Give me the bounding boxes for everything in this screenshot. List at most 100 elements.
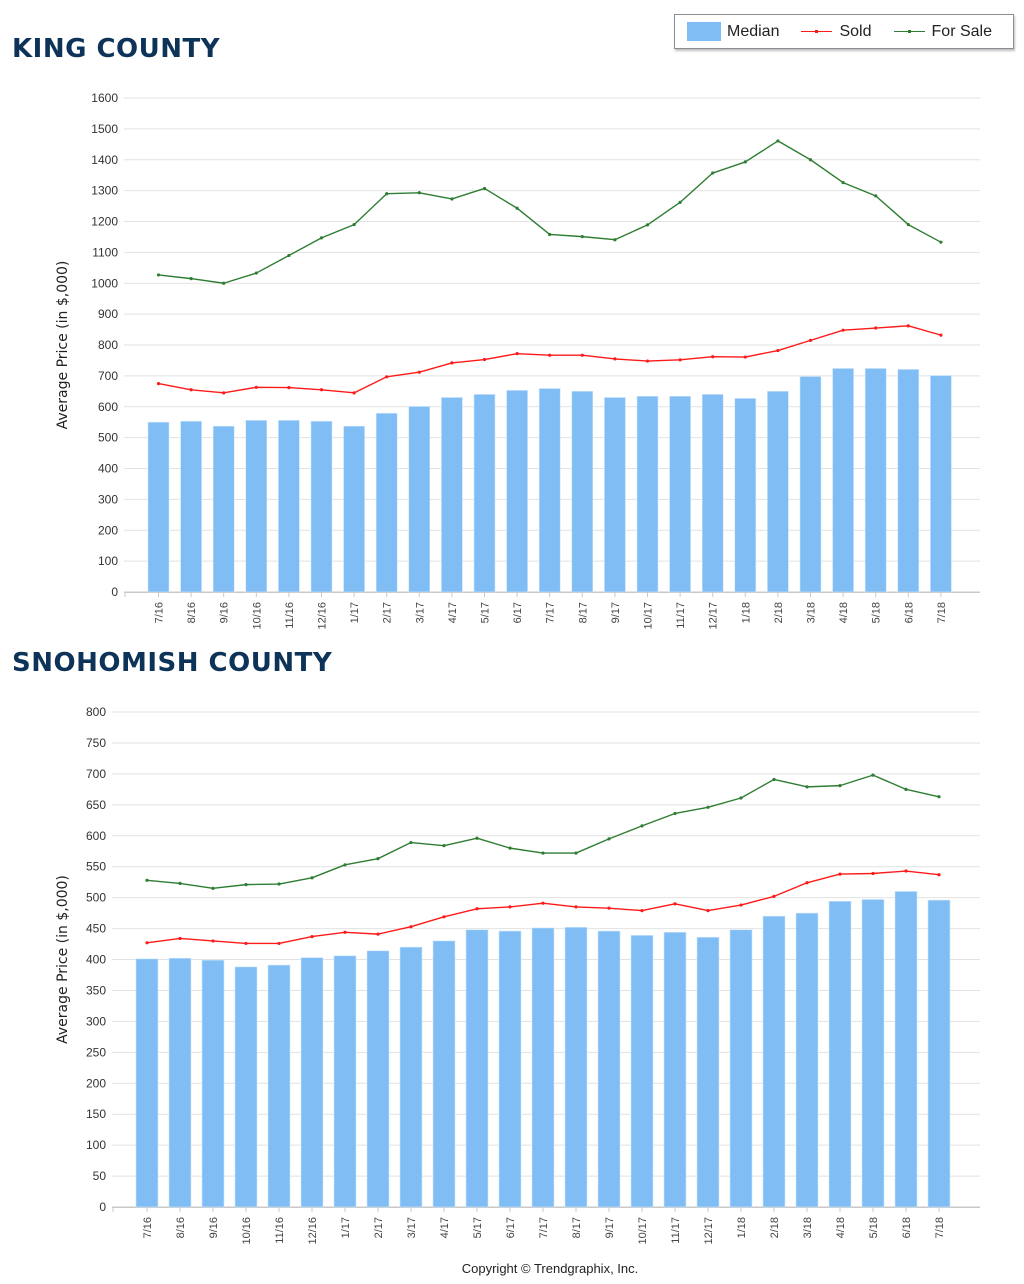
for-sale-point[interactable]: [838, 784, 842, 788]
median-bar[interactable]: [432, 940, 456, 1208]
for-sale-point[interactable]: [310, 876, 314, 880]
median-bar[interactable]: [333, 955, 357, 1208]
sold-point[interactable]: [678, 358, 682, 362]
for-sale-point[interactable]: [739, 796, 743, 800]
sold-point[interactable]: [874, 326, 878, 330]
for-sale-point[interactable]: [515, 206, 519, 210]
median-bar[interactable]: [636, 395, 659, 593]
median-bar[interactable]: [701, 394, 724, 593]
median-bar[interactable]: [930, 375, 952, 593]
median-bar[interactable]: [669, 395, 691, 593]
sold-point[interactable]: [607, 906, 611, 910]
for-sale-point[interactable]: [939, 240, 943, 244]
for-sale-point[interactable]: [937, 795, 941, 799]
median-bar[interactable]: [506, 390, 528, 593]
sold-point[interactable]: [776, 348, 780, 353]
sold-point[interactable]: [548, 353, 552, 357]
median-bar[interactable]: [375, 412, 398, 593]
median-bar[interactable]: [630, 935, 654, 1208]
median-bar[interactable]: [767, 391, 789, 593]
sold-point[interactable]: [711, 355, 715, 359]
median-bar[interactable]: [597, 930, 621, 1208]
median-bar[interactable]: [927, 899, 951, 1208]
sold-point[interactable]: [574, 905, 578, 909]
sold-point[interactable]: [442, 915, 446, 919]
median-bar[interactable]: [234, 966, 258, 1208]
sold-point[interactable]: [343, 930, 347, 934]
median-bar[interactable]: [538, 388, 561, 593]
for-sale-point[interactable]: [277, 882, 281, 886]
sold-point[interactable]: [841, 328, 845, 332]
sold-point[interactable]: [156, 381, 161, 386]
median-bar[interactable]: [799, 376, 822, 593]
median-bar[interactable]: [864, 368, 887, 593]
median-bar[interactable]: [762, 915, 786, 1208]
sold-point[interactable]: [287, 386, 291, 390]
for-sale-point[interactable]: [640, 824, 644, 828]
for-sale-point[interactable]: [417, 191, 421, 195]
legend-item-for-sale[interactable]: For Sale: [884, 23, 992, 41]
median-bar[interactable]: [828, 901, 852, 1208]
sold-point[interactable]: [450, 361, 454, 365]
median-bar[interactable]: [832, 368, 854, 593]
for-sale-point[interactable]: [574, 851, 578, 855]
sold-point[interactable]: [904, 869, 908, 873]
median-bar[interactable]: [366, 950, 390, 1208]
sold-point[interactable]: [178, 936, 182, 941]
median-bar[interactable]: [168, 957, 192, 1208]
for-sale-point[interactable]: [673, 811, 677, 816]
for-sale-point[interactable]: [442, 844, 446, 848]
for-sale-point[interactable]: [287, 253, 291, 258]
median-bar[interactable]: [212, 425, 235, 593]
for-sale-point[interactable]: [475, 836, 479, 840]
for-sale-point[interactable]: [319, 236, 324, 240]
median-bar[interactable]: [278, 420, 300, 593]
median-bar[interactable]: [473, 394, 496, 593]
for-sale-point[interactable]: [541, 851, 545, 855]
for-sale-point[interactable]: [145, 878, 149, 882]
sold-point[interactable]: [385, 375, 389, 379]
median-bar[interactable]: [245, 420, 268, 593]
sold-point[interactable]: [739, 903, 743, 907]
median-bar[interactable]: [399, 946, 423, 1208]
median-bar[interactable]: [300, 957, 324, 1208]
median-bar[interactable]: [696, 936, 720, 1208]
sold-point[interactable]: [417, 370, 421, 374]
sold-point[interactable]: [772, 894, 776, 898]
sold-point[interactable]: [613, 357, 617, 361]
sold-point[interactable]: [808, 338, 813, 342]
for-sale-point[interactable]: [871, 773, 875, 777]
median-bar[interactable]: [498, 930, 522, 1208]
sold-point[interactable]: [244, 941, 248, 946]
for-sale-point[interactable]: [156, 273, 161, 277]
median-bar[interactable]: [564, 927, 588, 1208]
median-bar[interactable]: [861, 899, 885, 1208]
median-bar[interactable]: [729, 929, 753, 1208]
sold-point[interactable]: [482, 357, 487, 362]
legend-item-median[interactable]: Median: [687, 22, 779, 41]
for-sale-point[interactable]: [805, 785, 809, 789]
sold-point[interactable]: [508, 905, 512, 909]
for-sale-point[interactable]: [450, 197, 454, 201]
for-sale-point[interactable]: [706, 805, 710, 809]
sold-point[interactable]: [937, 873, 941, 877]
sold-point[interactable]: [805, 881, 809, 885]
for-sale-point[interactable]: [906, 222, 910, 227]
for-sale-point[interactable]: [645, 223, 650, 227]
for-sale-point[interactable]: [772, 777, 776, 782]
sold-point[interactable]: [838, 872, 842, 876]
sold-point[interactable]: [706, 909, 710, 913]
sold-point[interactable]: [310, 935, 314, 939]
sold-point[interactable]: [645, 359, 650, 363]
sold-point[interactable]: [409, 925, 413, 929]
for-sale-point[interactable]: [189, 277, 193, 281]
median-bar[interactable]: [180, 420, 202, 593]
sold-point[interactable]: [515, 352, 519, 356]
for-sale-point[interactable]: [343, 863, 347, 867]
for-sale-point[interactable]: [613, 238, 617, 242]
sold-point[interactable]: [475, 907, 479, 911]
for-sale-point[interactable]: [776, 139, 780, 143]
legend-item-sold[interactable]: Sold: [791, 23, 872, 41]
for-sale-point[interactable]: [874, 194, 878, 198]
for-sale-point[interactable]: [711, 171, 715, 175]
